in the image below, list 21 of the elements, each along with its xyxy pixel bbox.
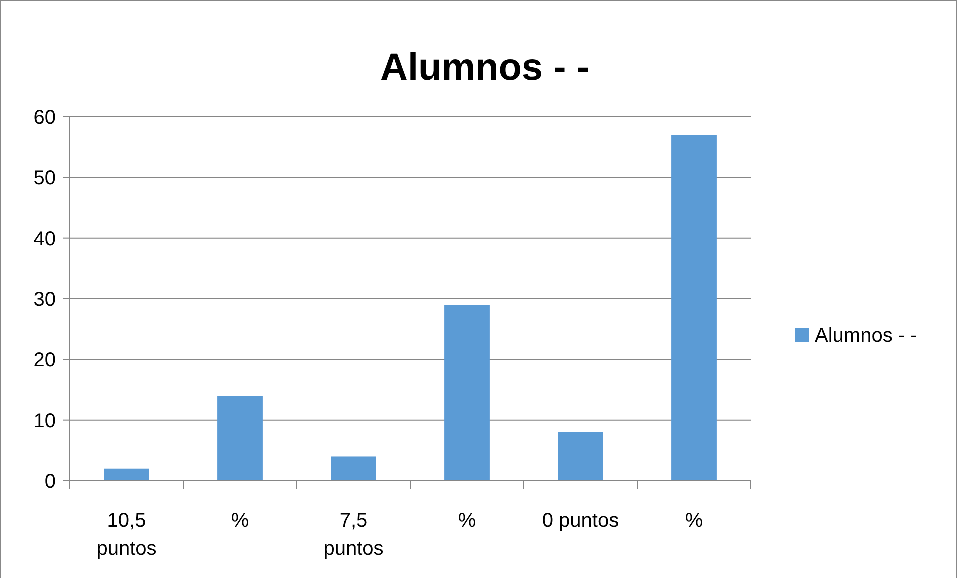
y-tick-label: 20 [34, 350, 56, 372]
y-tick-label: 60 [34, 107, 56, 129]
y-tick-label: 10 [34, 410, 56, 432]
bar [104, 468, 150, 481]
bar [218, 396, 263, 481]
x-tick-label: 7,5 puntos [324, 510, 384, 560]
y-tick-label: 30 [34, 289, 56, 311]
y-tick-label: 40 [34, 228, 56, 250]
x-tick-label: % [458, 510, 476, 532]
x-tick-label: 0 puntos [542, 510, 620, 532]
x-tick-label: % [231, 510, 250, 532]
legend-label: Alumnos - - [815, 325, 918, 347]
y-tick-label: 0 [44, 471, 56, 493]
x-tick-label: % [685, 510, 704, 532]
y-tick-label: 50 [34, 168, 56, 190]
x-tick-label: 10,5 puntos [96, 510, 157, 560]
bar [331, 456, 376, 481]
bar [444, 305, 490, 481]
bar [672, 135, 717, 481]
chart-title: Alumnos - - [380, 47, 590, 89]
bar [558, 432, 604, 481]
